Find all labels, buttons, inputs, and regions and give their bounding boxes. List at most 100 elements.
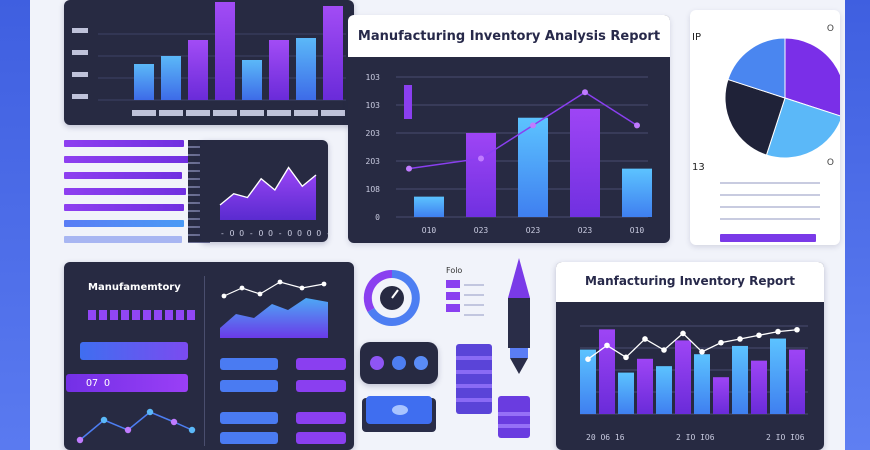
pie-line-1 [720, 182, 820, 184]
main-report-panel: Manufacturing Inventory Analysis Report … [348, 15, 670, 243]
divider-vertical [204, 276, 205, 446]
br-bar [618, 372, 634, 414]
main-line-point [634, 122, 640, 129]
tl-bar [242, 60, 262, 100]
bottom-left-title: Manufamemtory [88, 282, 181, 293]
br-bar [656, 366, 672, 414]
hbar-2 [64, 156, 189, 163]
br-bar [751, 360, 767, 414]
bl-line-point [170, 418, 178, 426]
card-icon [362, 396, 436, 432]
pie-label-bottom: 13 [692, 162, 705, 173]
hbar-4 [64, 188, 186, 195]
bottom-left-area [220, 279, 328, 338]
pen-label: Folo [446, 266, 463, 275]
hbar-3 [64, 172, 182, 179]
br-line-point [661, 347, 667, 353]
tl-bar [215, 2, 235, 100]
dot-icon-1 [370, 356, 384, 370]
br-xtick: 20 O6 16 [586, 433, 625, 442]
infographic-canvas: Manufacturing Inventory Analysis Report … [30, 0, 845, 450]
bottom-right-panel: Manfacturing Inventory Report 20 O6 16 2 … [556, 262, 824, 450]
br-bar [713, 377, 729, 414]
bl-area-line [223, 281, 325, 297]
main-bar [518, 117, 548, 217]
br-line-point [756, 332, 762, 339]
list-row-purple-2 [296, 380, 346, 392]
list-row-blue-4 [220, 432, 278, 444]
main-ytick: 1O8 [366, 185, 381, 194]
pie-chart [724, 37, 840, 159]
main-line-point [406, 165, 412, 172]
br-line-point [737, 336, 743, 342]
main-xtick: O23 [578, 226, 593, 235]
tl-xtick-mark [267, 110, 291, 116]
br-line-point [585, 356, 591, 362]
br-bar [770, 338, 786, 414]
main-line-point [530, 122, 536, 129]
main-ytick: 1O3 [366, 101, 381, 110]
bl-line-point [100, 416, 108, 424]
progress-bar-blue [80, 342, 188, 360]
pie-line-2 [720, 194, 820, 196]
bottom-left-panel: Manufamemtory O7 O [64, 262, 354, 450]
list-row-blue-3 [220, 412, 278, 424]
pen-legend-lines [464, 284, 484, 320]
small-area-line [219, 166, 317, 206]
tl-xtick-mark [321, 110, 345, 116]
bottom-right-chart: 20 O6 16 2 IO IO6 2 IO IO6 [580, 325, 808, 442]
pie-label-bottom-right: O [826, 158, 834, 168]
main-report-chart: 0 1O8 2O3 2O3 1O3 1O3 O10 O23 O23 O23 O10 [366, 73, 652, 235]
small-stack-icon [498, 396, 530, 438]
right-edge [840, 0, 870, 450]
tl-xtick-mark [294, 110, 318, 116]
bl-line-point [124, 426, 132, 434]
bl-area-point [239, 285, 245, 291]
main-xtick: O23 [526, 226, 541, 235]
main-ytick: 2O3 [366, 157, 381, 166]
toggle-dots-panel [360, 342, 438, 384]
main-legend-swatch [404, 85, 412, 119]
tl-xtick-mark [132, 110, 156, 116]
list-row-blue-1 [220, 358, 278, 370]
bl-area-point [257, 291, 263, 297]
bl-area-point [221, 293, 227, 299]
main-xtick: O23 [474, 226, 489, 235]
bl-line-point [188, 426, 196, 434]
tl-xtick-mark [186, 110, 210, 116]
dot-icon-2 [392, 356, 406, 370]
br-bar [580, 349, 596, 414]
small-area-fill [220, 167, 316, 220]
top-bar-chart [72, 2, 346, 116]
bl-area-point [299, 285, 305, 291]
square-row [88, 310, 198, 320]
main-xtick: O10 [630, 226, 645, 235]
small-area-xticks: - O O - O O - O O O O - O O O O O [220, 229, 328, 238]
tl-ytick-mark [72, 94, 88, 99]
br-line-point [699, 349, 705, 355]
tl-bar [296, 38, 316, 100]
hbar-7 [64, 236, 182, 243]
tl-ytick-mark [72, 28, 88, 33]
br-bar [675, 340, 691, 414]
main-bar [622, 168, 652, 217]
br-bar [694, 354, 710, 414]
tl-xtick-mark [240, 110, 264, 116]
pie-panel: IP O 13 O [690, 10, 840, 245]
hbar-5 [64, 204, 184, 211]
tl-bar [188, 40, 208, 100]
tl-xtick-mark [159, 110, 183, 116]
tl-bar [269, 40, 289, 100]
bl-line [79, 411, 193, 441]
list-row-purple-1 [296, 358, 346, 370]
tl-xtick-mark [213, 110, 237, 116]
tl-bar [323, 6, 343, 100]
list-row-purple-4 [296, 432, 346, 444]
pie-slice [784, 37, 840, 117]
br-line-point [680, 330, 686, 337]
br-line-point [604, 342, 610, 349]
tl-ytick-mark [72, 72, 88, 77]
br-bar [637, 358, 653, 414]
bl-line-point [146, 408, 154, 416]
pen-icon [508, 258, 530, 374]
